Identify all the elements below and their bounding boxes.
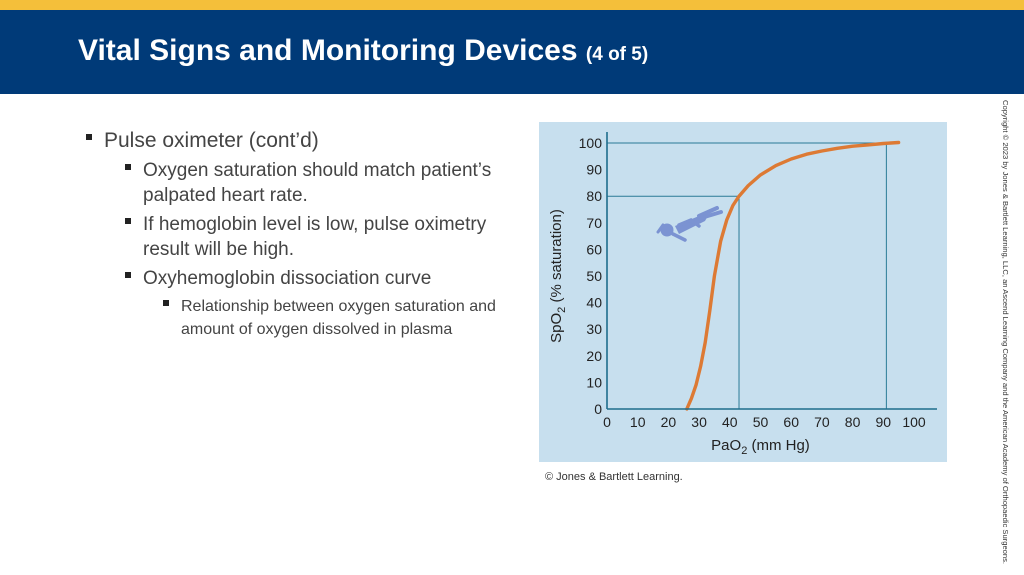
bullet-text: If hemoglobin level is low, pulse oximet…	[143, 214, 487, 260]
slide-title-text: Vital Signs and Monitoring Devices	[78, 34, 578, 67]
bullet-level3: Relationship between oxygen saturation a…	[163, 295, 526, 341]
y-axis-label: SpO2 (% saturation)	[548, 209, 568, 343]
bullet-text: Pulse oximeter (cont’d)	[104, 129, 319, 152]
x-tick-label: 100	[902, 414, 926, 430]
title-banner	[0, 10, 1024, 94]
x-tick-label: 60	[783, 414, 799, 430]
y-tick-label: 40	[586, 295, 602, 311]
copyright-notice: Copyright © 2023 by Jones & Bartlett Lea…	[1001, 100, 1010, 565]
bullet-marker	[163, 300, 169, 306]
x-tick-label: 30	[691, 414, 707, 430]
reclining-patient-icon	[656, 206, 723, 242]
bullet-text: Relationship between oxygen saturation a…	[181, 298, 496, 338]
bullet-marker	[86, 134, 92, 140]
y-tick-label: 90	[586, 162, 602, 178]
bullet-marker	[125, 164, 131, 170]
x-tick-label: 20	[661, 414, 677, 430]
y-tick-label: 20	[586, 348, 602, 364]
bullet-level2: If hemoglobin level is low, pulse oximet…	[125, 212, 526, 262]
x-axis-label: PaO2 (mm Hg)	[711, 437, 810, 457]
x-tick-label: 70	[814, 414, 830, 430]
x-tick-label: 90	[876, 414, 892, 430]
y-tick-label: 100	[579, 135, 603, 151]
y-tick-label: 50	[586, 268, 602, 284]
bullet-level2: Oxygen saturation should match patient’s…	[125, 158, 526, 208]
x-tick-label: 80	[845, 414, 861, 430]
bullet-text: Oxygen saturation should match patient’s…	[143, 160, 492, 206]
top-accent-bar	[0, 0, 1024, 10]
dissociation-curve	[685, 140, 901, 411]
bullet-level1: Pulse oximeter (cont’d)	[86, 128, 526, 154]
slide-title: Vital Signs and Monitoring Devices (4 of…	[78, 32, 648, 74]
bullet-marker	[125, 218, 131, 224]
x-tick-label: 0	[603, 414, 611, 430]
bullet-level2: Oxyhemoglobin dissociation curve	[125, 266, 526, 291]
slide-title-suffix: (4 of 5)	[585, 44, 649, 65]
y-tick-label: 30	[586, 321, 602, 337]
y-tick-label: 10	[586, 374, 602, 390]
x-tick-label: 40	[722, 414, 738, 430]
x-tick-label: 50	[753, 414, 769, 430]
y-tick-label: 60	[586, 241, 602, 257]
oxyhemoglobin-dissociation-chart: 0 10 20 30 40 50 60 70 80 90 100 0 10 20 30 40 50 60 70 80…	[548, 132, 937, 457]
y-tick-label: 70	[586, 215, 602, 231]
y-tick-label: 80	[586, 188, 602, 204]
bullet-marker	[125, 272, 131, 278]
image-credit: © Jones & Bartlett Learning.	[545, 471, 683, 483]
y-tick-label: 0	[594, 401, 602, 417]
oxyhemoglobin-chart-panel: 0 10 20 30 40 50 60 70 80 90 100 0 10 20 30 40 50 60 70 80…	[539, 122, 947, 462]
bullet-text: Oxyhemoglobin dissociation curve	[143, 268, 432, 289]
bullet-list: Pulse oximeter (cont’d) Oxygen saturatio…	[86, 128, 526, 341]
x-tick-label: 10	[630, 414, 646, 430]
